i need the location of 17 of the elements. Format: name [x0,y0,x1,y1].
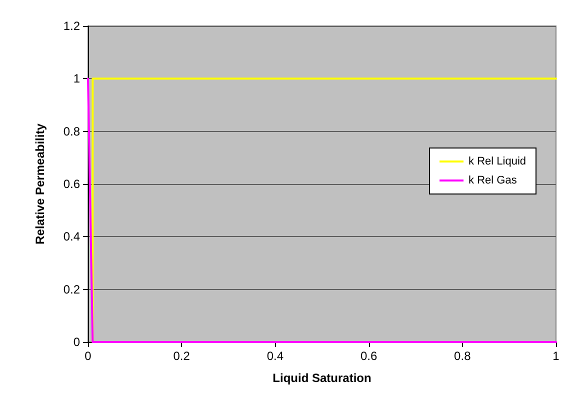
y-tick-label: 0 [73,335,80,349]
legend-label: k Rel Liquid [468,156,526,168]
x-tick-label: 0.8 [454,349,472,363]
y-axis-title: Relative Permeability [33,123,47,244]
x-tick-label: 0 [84,349,92,363]
legend-label: k Rel Gas [468,174,518,186]
x-axis-title: Liquid Saturation [272,371,372,385]
y-tick-label: 0.6 [63,177,80,191]
y-tick-label: 0.4 [63,230,80,244]
x-tick-label: 0.4 [266,349,284,363]
y-tick-label: 1.2 [63,19,80,33]
x-tick-label: 0.6 [360,349,378,363]
x-tick-label: 0.2 [173,349,190,363]
y-tick-label: 0.2 [63,282,80,296]
y-tick-label: 1 [73,72,80,86]
y-tick-label: 0.8 [63,124,80,138]
x-tick-label: 1 [552,349,560,363]
